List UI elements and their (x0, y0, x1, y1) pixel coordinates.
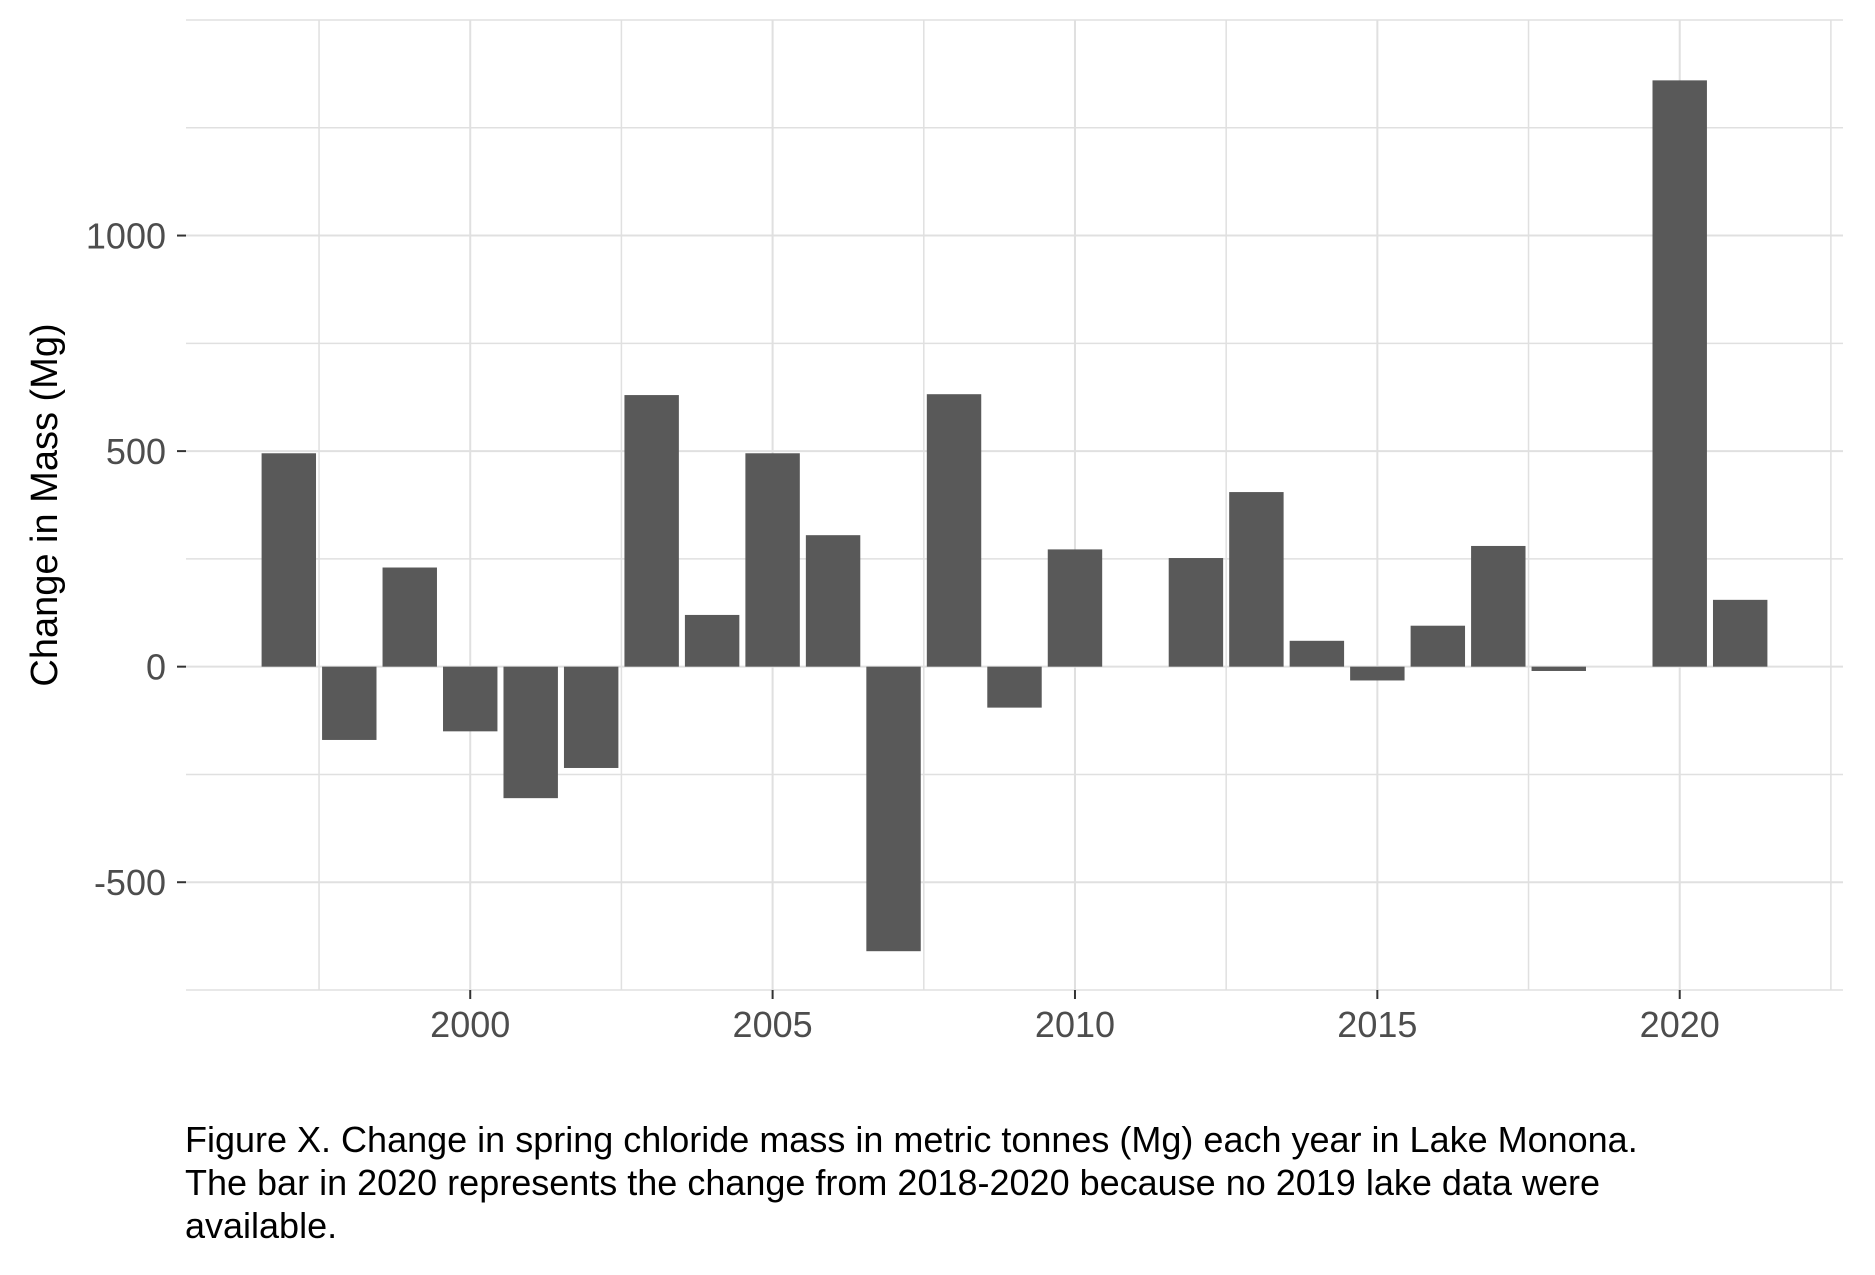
bar-2020 (1652, 80, 1707, 667)
bar-2005 (745, 453, 800, 667)
bar-2017 (1471, 545, 1526, 667)
y-tick-label: 0 (146, 647, 166, 688)
bar-2016 (1410, 625, 1466, 667)
bar-2001 (503, 666, 558, 799)
bar-1999 (382, 567, 437, 667)
bar-2015 (1350, 666, 1405, 681)
bars (261, 80, 1768, 952)
bar-2014 (1289, 640, 1345, 667)
bar-2003 (624, 395, 679, 667)
y-axis-title: Change in Mass (Mg) (24, 323, 66, 686)
bar-2013 (1229, 492, 1284, 667)
bar-2009 (987, 666, 1042, 708)
bar-1998 (322, 666, 377, 740)
bar-2018 (1531, 666, 1586, 671)
y-tick-label: 1000 (86, 216, 166, 257)
bar-2021 (1712, 599, 1768, 667)
caption-line: available. (185, 1205, 338, 1246)
bar-1997 (261, 453, 317, 667)
bar-2012 (1168, 558, 1224, 667)
bar-2002 (563, 666, 619, 768)
x-tick-label: 2005 (733, 1004, 813, 1045)
bar-2004 (684, 614, 740, 667)
caption-line: The bar in 2020 represents the change fr… (185, 1162, 1600, 1203)
bar-2010 (1047, 549, 1103, 667)
y-tick-label: -500 (94, 862, 166, 903)
bar-2007 (866, 666, 921, 952)
x-tick-label: 2015 (1337, 1004, 1417, 1045)
y-axis: -500 0 500 1000 (86, 216, 186, 903)
bar-2000 (443, 666, 498, 732)
x-tick-label: 2010 (1035, 1004, 1115, 1045)
x-axis: 2000 2005 2010 2015 2020 (430, 990, 1720, 1045)
figure-caption: Figure X. Change in spring chloride mass… (185, 1118, 1865, 1247)
x-tick-label: 2020 (1640, 1004, 1720, 1045)
grid (186, 19, 1843, 991)
x-tick-label: 2000 (430, 1004, 510, 1045)
bar-2008 (926, 394, 982, 667)
y-tick-label: 500 (106, 431, 166, 472)
bar-2006 (805, 535, 861, 667)
caption-line: Figure X. Change in spring chloride mass… (185, 1119, 1638, 1160)
